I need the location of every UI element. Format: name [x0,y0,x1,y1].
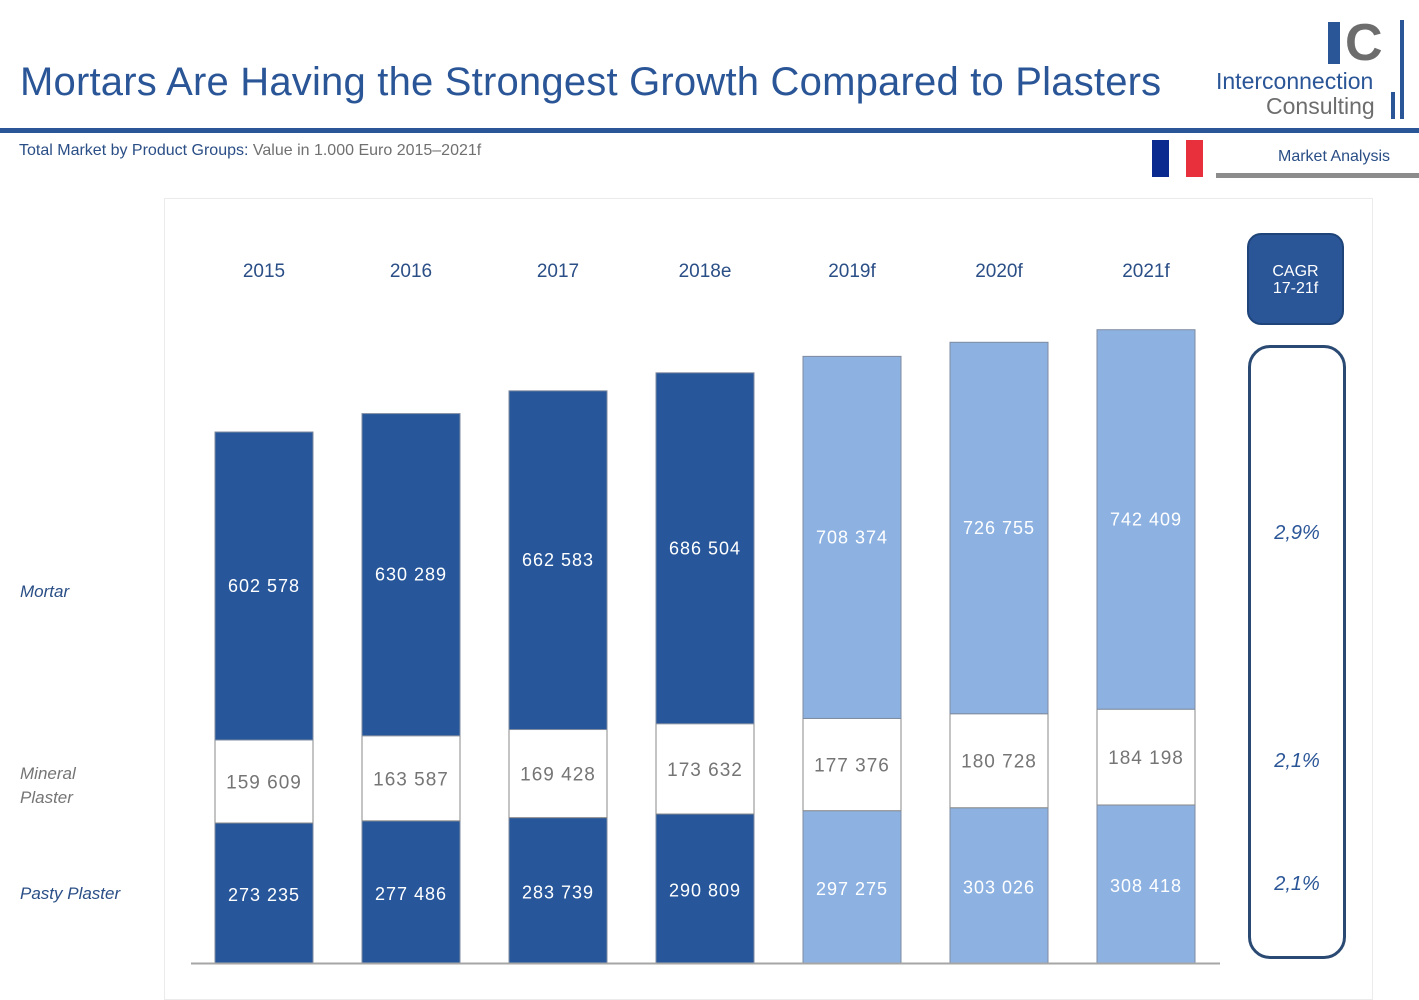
logo-text-consulting: Consulting [1266,93,1375,119]
x-tick-label: 2018e [679,261,732,282]
bar-segment-mineral-plaster [361,735,461,822]
bar-segment-pasty-plaster [802,810,902,964]
data-label-mineral-plaster: 159 609 [226,773,302,794]
bar-segment-mortar [802,355,902,719]
data-label-mineral-plaster: 173 632 [667,760,743,781]
bar-segment-mortar [655,372,755,725]
data-label-pasty-plaster: 290 809 [669,880,741,900]
section-label: Market Analysis [1278,148,1391,165]
data-label-mortar: 708 374 [816,527,888,547]
bar-segment-pasty-plaster [214,822,314,964]
page-title: Mortars Are Having the Strongest Growth … [20,60,1162,104]
data-label-mortar: 686 504 [669,538,741,558]
data-label-pasty-plaster: 308 418 [1110,876,1182,896]
bar-segment-mortar [361,413,461,737]
cagr-header-line2: 17-21f [1272,280,1319,297]
data-label-mineral-plaster: 169 428 [520,765,596,786]
data-label-mortar: 630 289 [375,565,447,585]
x-tick-label: 2016 [390,261,432,282]
flag-stripe-blue [1152,140,1169,177]
bar-segment-mortar [1096,329,1196,710]
cagr-mineral-plaster: 2,1% [1274,750,1320,772]
bar-segment-mortar [214,431,314,741]
x-tick-label: 2017 [537,261,579,282]
subtitle-bold: Total Market by Product Groups: [19,142,249,159]
x-tick-label: 2021f [1122,261,1170,282]
row-label-mortar: Mortar [20,582,70,601]
bar-segment-pasty-plaster [655,813,755,964]
bar-segment-mineral-plaster [802,717,902,812]
logo-bar [1391,92,1395,119]
flag-stripe-red [1186,140,1203,177]
logo-text-interconnection: Interconnection [1216,68,1374,94]
data-label-mortar: 742 409 [1110,509,1182,529]
title-divider [0,128,1419,133]
cagr-box [1248,345,1346,959]
x-tick-label: 2019f [828,261,876,282]
bar-segment-pasty-plaster [508,817,608,964]
flag-stripe-white [1169,140,1186,177]
data-label-pasty-plaster: 297 275 [816,879,888,899]
cagr-pasty-plaster: 2,1% [1274,873,1320,895]
logo-i-mark [1328,22,1340,64]
data-label-mortar: 602 578 [228,576,300,596]
chart-subtitle: Total Market by Product Groups: Value in… [19,142,481,160]
cagr-mortar: 2,9% [1274,522,1320,544]
bar-segment-mineral-plaster [214,739,314,824]
data-label-pasty-plaster: 283 739 [522,882,594,902]
cagr-header: CAGR 17-21f [1247,233,1344,325]
bar-segment-pasty-plaster [361,820,461,964]
logo-c-mark: C [1345,14,1383,72]
bar-segment-mortar [508,390,608,731]
bar-segment-mineral-plaster [949,713,1049,809]
data-label-mortar: 662 583 [522,550,594,570]
section-divider [1216,173,1419,178]
bar-segment-mortar [949,341,1049,715]
x-tick-label: 2015 [243,261,285,282]
x-tick-label: 2020f [975,261,1023,282]
bar-segment-pasty-plaster [1096,804,1196,964]
cagr-header-line1: CAGR [1272,263,1319,280]
data-label-mineral-plaster: 180 728 [961,752,1037,773]
bar-segment-mineral-plaster [655,723,755,815]
row-label-pasty: Pasty Plaster [20,884,121,903]
data-label-mortar: 726 755 [963,518,1035,538]
row-label-mineral-1: Mineral [20,764,76,783]
data-label-mineral-plaster: 163 587 [373,769,449,790]
subtitle-light: Value in 1.000 Euro 2015–2021f [248,142,482,159]
data-label-pasty-plaster: 277 486 [375,884,447,904]
row-label-mineral-2: Plaster [20,788,73,807]
data-label-mineral-plaster: 184 198 [1108,748,1184,769]
company-logo: C Interconnection Consulting [1210,14,1419,123]
france-flag-icon [1152,140,1203,177]
data-label-mineral-plaster: 177 376 [814,756,890,777]
data-label-pasty-plaster: 303 026 [963,877,1035,897]
logo-bar [1400,20,1404,119]
data-label-pasty-plaster: 273 235 [228,885,300,905]
bar-segment-mineral-plaster [1096,708,1196,806]
bar-segment-pasty-plaster [949,807,1049,964]
